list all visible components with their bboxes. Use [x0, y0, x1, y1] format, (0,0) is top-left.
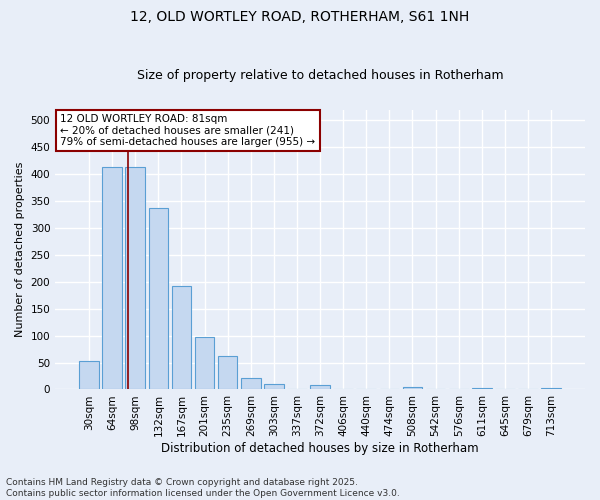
Bar — [310, 384, 330, 390]
Bar — [472, 388, 491, 390]
Bar — [264, 384, 284, 390]
Bar — [149, 208, 168, 390]
Y-axis label: Number of detached properties: Number of detached properties — [15, 162, 25, 337]
Bar — [541, 388, 561, 390]
Bar — [218, 356, 238, 390]
Text: Contains HM Land Registry data © Crown copyright and database right 2025.
Contai: Contains HM Land Registry data © Crown c… — [6, 478, 400, 498]
Bar — [195, 337, 214, 390]
X-axis label: Distribution of detached houses by size in Rotherham: Distribution of detached houses by size … — [161, 442, 479, 455]
Text: 12, OLD WORTLEY ROAD, ROTHERHAM, S61 1NH: 12, OLD WORTLEY ROAD, ROTHERHAM, S61 1NH — [130, 10, 470, 24]
Bar — [241, 378, 260, 390]
Text: 12 OLD WORTLEY ROAD: 81sqm
← 20% of detached houses are smaller (241)
79% of sem: 12 OLD WORTLEY ROAD: 81sqm ← 20% of deta… — [61, 114, 316, 147]
Bar — [403, 387, 422, 390]
Bar — [103, 166, 122, 390]
Bar — [79, 361, 99, 390]
Title: Size of property relative to detached houses in Rotherham: Size of property relative to detached ho… — [137, 69, 503, 82]
Bar — [172, 286, 191, 390]
Bar — [125, 166, 145, 390]
